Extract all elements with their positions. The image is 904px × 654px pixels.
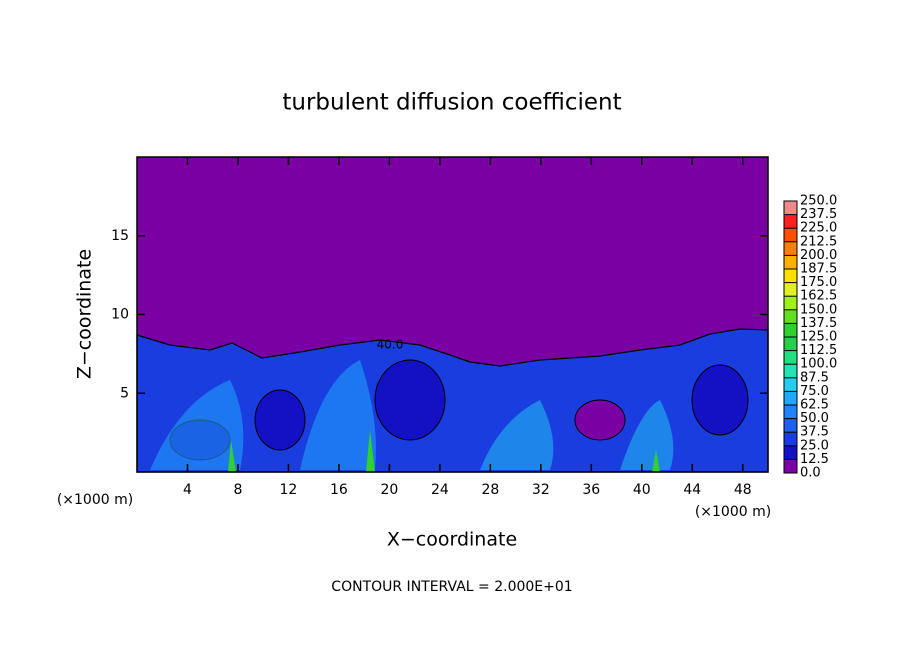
x-tick-label: 8 (233, 482, 242, 498)
colorbar-label: 250.0 (800, 194, 837, 209)
colorbar-label: 212.5 (800, 234, 837, 249)
colorbar-segment (784, 350, 797, 365)
y-tick-label: 15 (111, 228, 129, 244)
x-tick-label: 44 (683, 482, 701, 498)
x-tick-label: 28 (481, 482, 499, 498)
colorbar-segment (784, 323, 797, 337)
x-tick-label: 20 (380, 482, 398, 498)
colorbar-label: 37.5 (800, 425, 829, 440)
colorbar-label: 62.5 (800, 398, 829, 413)
field-spike (228, 440, 236, 472)
colorbar-segment (784, 337, 797, 351)
x-axis-label: X−coordinate (387, 529, 517, 551)
colorbar-label: 87.5 (800, 370, 829, 385)
field-streak (300, 360, 376, 470)
contour-label: 40.0 (377, 338, 404, 352)
colorbar-segment (784, 377, 797, 392)
colorbar-label: 0.0 (800, 466, 821, 481)
colorbar-label: 150.0 (800, 302, 837, 317)
colorbar-segment (784, 391, 797, 405)
x-tick-label: 32 (532, 482, 550, 498)
colorbar-label: 225.0 (800, 221, 837, 236)
x-tick-label: 48 (734, 482, 752, 498)
colorbar-label: 12.5 (800, 452, 829, 467)
y-axis-label: Z−coordinate (74, 249, 96, 379)
field-blob (691, 364, 749, 436)
colorbar-label: 125.0 (800, 330, 837, 345)
colorbar-segment (784, 201, 797, 215)
colorbar-segment (784, 296, 797, 310)
colorbar-label: 112.5 (800, 343, 837, 358)
colorbar-segment (784, 432, 797, 446)
colorbar-segment (784, 309, 797, 324)
colorbar-segment (784, 255, 797, 269)
chart-title: turbulent diffusion coefficient (282, 90, 621, 116)
field-spike (652, 450, 660, 472)
x-tick-label: 36 (582, 482, 600, 498)
colorbar-label: 200.0 (800, 248, 837, 263)
field-streak (480, 400, 554, 470)
colorbar-label: 100.0 (800, 357, 837, 372)
x-unit-label: (×1000 m) (57, 492, 133, 508)
colorbar-segment (784, 405, 797, 419)
field-blob (254, 389, 306, 451)
field-streak (150, 380, 244, 470)
colorbar-segment (784, 228, 797, 242)
footer: CONTOUR INTERVAL = 2.000E+01 (331, 579, 572, 595)
colorbar-segment (784, 418, 797, 433)
colorbar-label: 162.5 (800, 289, 837, 304)
x-tick-label: 16 (330, 482, 348, 498)
y-tick-label: 10 (111, 307, 129, 323)
colorbar-segment (784, 269, 797, 283)
colorbar-segment (784, 241, 797, 256)
colorbar-label: 25.0 (800, 438, 829, 453)
colorbar-label: 137.5 (800, 316, 837, 331)
colorbar-label: 237.5 (800, 207, 837, 222)
colorbar-label: 175.0 (800, 275, 837, 290)
colorbar-segment (784, 445, 797, 460)
x-tick-label: 12 (280, 482, 298, 498)
colorbar-segment (784, 282, 797, 297)
colorbar-label: 187.5 (800, 262, 837, 277)
x-tick-label: 40 (633, 482, 651, 498)
field-blob (374, 359, 446, 441)
colorbar-segment (784, 364, 797, 378)
colorbar-segment (784, 459, 797, 473)
y-tick-label: 5 (120, 385, 129, 401)
field (136, 157, 769, 473)
field-blob (574, 399, 626, 441)
colorbar-label: 75.0 (800, 384, 829, 399)
field-spike (366, 430, 375, 472)
colorbar-label: 50.0 (800, 411, 829, 426)
x-tick-label: 24 (431, 482, 449, 498)
x-unit-label: (×1000 m) (695, 504, 771, 520)
colorbar-segment (784, 214, 797, 229)
x-tick-label: 4 (183, 482, 192, 498)
field-streak (620, 400, 674, 470)
